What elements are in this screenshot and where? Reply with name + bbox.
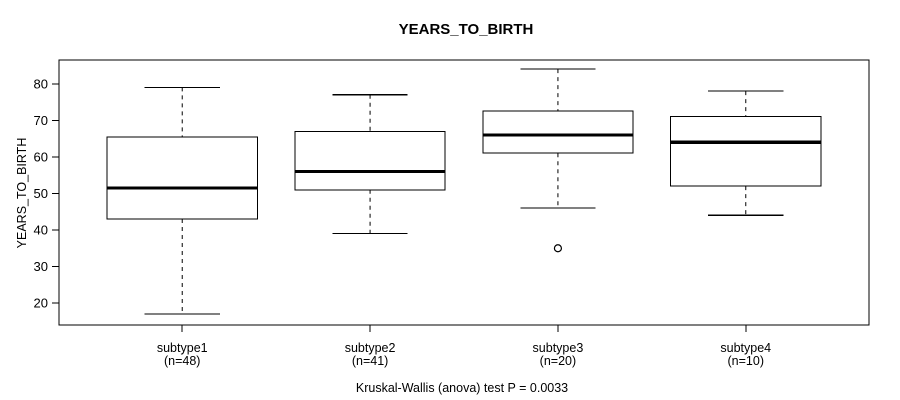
box-group-subtype3 <box>482 68 634 253</box>
outlier-point <box>553 244 563 253</box>
x-tick-count-label: (n=41) <box>352 354 388 368</box>
x-tick-count-label: (n=20) <box>540 354 576 368</box>
y-tick-label: 30 <box>34 259 48 274</box>
x-tick-label: subtype4 <box>720 341 771 355</box>
y-tick-label: 70 <box>34 113 48 128</box>
stat-test-caption: Kruskal-Wallis (anova) test P = 0.0033 <box>356 381 568 395</box>
chart-title: YEARS_TO_BIRTH <box>399 21 534 38</box>
x-axis: subtype1(n=48) subtype2(n=41) subtype3(n=2… <box>157 325 771 368</box>
iqr-box <box>482 110 634 154</box>
plot-frame <box>58 59 870 326</box>
y-tick-label: 60 <box>34 149 48 164</box>
iqr-box <box>294 130 446 191</box>
y-tick-label: 80 <box>34 76 48 91</box>
y-tick-label: 40 <box>34 222 48 237</box>
box-group-subtype1 <box>106 86 258 315</box>
iqr-box <box>670 116 822 187</box>
x-tick-label: subtype2 <box>345 341 396 355</box>
x-tick-label: subtype1 <box>157 341 208 355</box>
x-tick-label: subtype3 <box>533 341 584 355</box>
box-series <box>106 68 822 315</box>
iqr-box <box>106 136 258 220</box>
box-group-subtype2 <box>294 94 446 235</box>
y-axis: 20 30 40 50 60 70 80 <box>34 76 59 311</box>
y-tick-label: 50 <box>34 186 48 201</box>
y-axis-label: YEARS_TO_BIRTH <box>15 138 29 249</box>
box-group-subtype4 <box>670 90 822 216</box>
x-tick-count-label: (n=10) <box>728 354 764 368</box>
x-tick-count-label: (n=48) <box>164 354 200 368</box>
y-tick-label: 20 <box>34 296 48 311</box>
